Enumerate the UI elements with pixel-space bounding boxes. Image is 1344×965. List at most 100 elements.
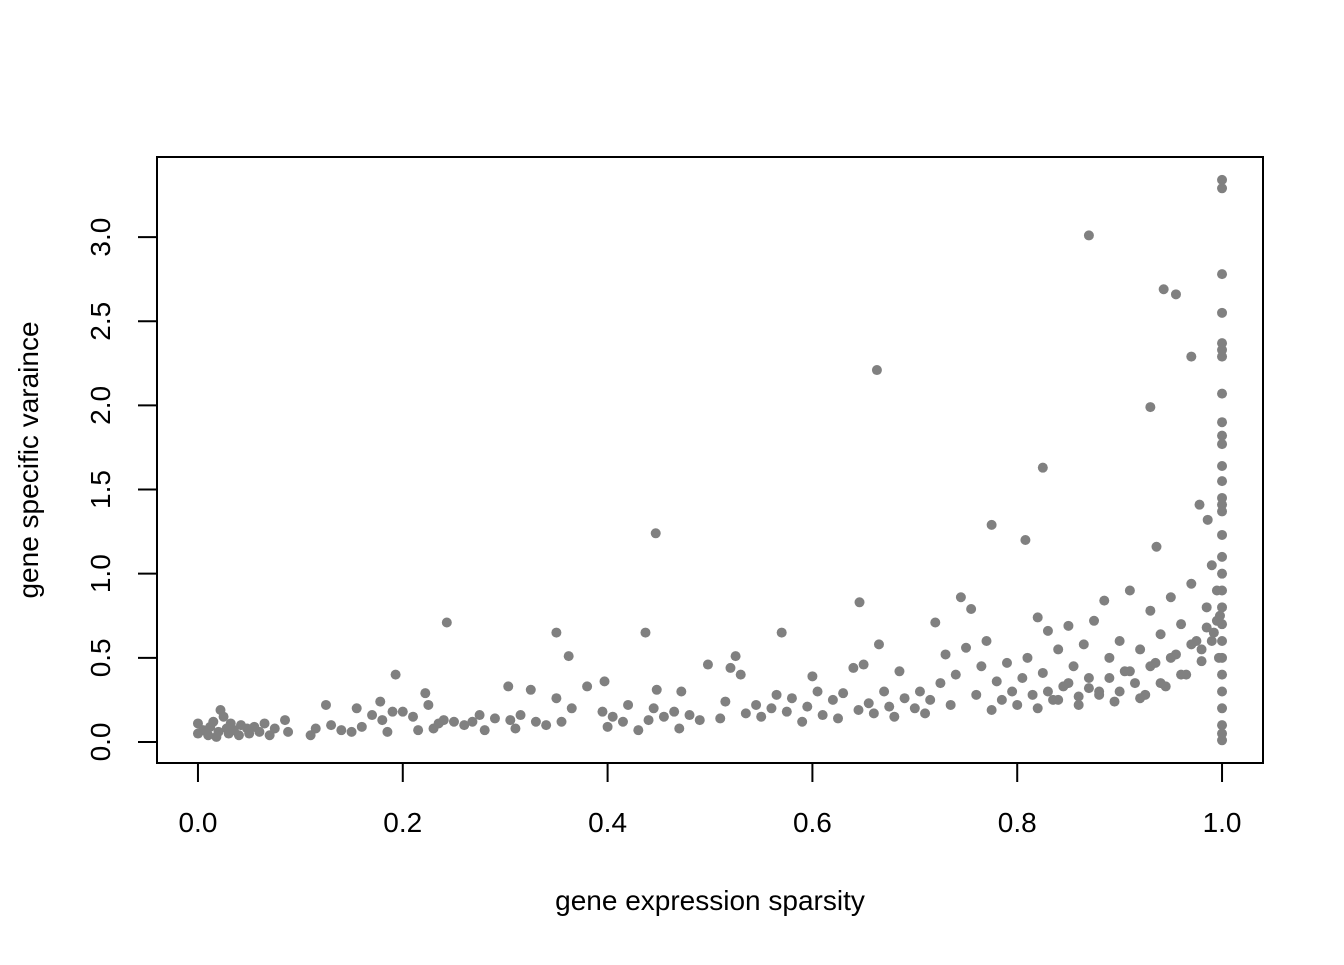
y-tick-label: 1.0 [85,554,116,593]
point [1037,667,1048,678]
point [336,725,347,736]
point [1063,620,1074,631]
point [617,716,628,727]
point [854,597,865,608]
point [377,715,388,726]
point [556,716,567,727]
point [213,726,224,737]
point [833,713,844,724]
point [397,706,408,717]
point [940,649,951,660]
point [909,703,920,714]
point [1217,174,1228,185]
point [1217,307,1228,318]
point [976,661,987,672]
point [448,716,459,727]
point [669,706,680,717]
point [254,726,265,737]
point [674,723,685,734]
point [479,725,490,736]
point [233,730,244,741]
point [1104,652,1115,663]
point [1099,595,1110,606]
point [1217,183,1228,194]
point [1217,619,1228,630]
point [1217,635,1228,646]
point [1083,230,1094,241]
y-tick-label: 2.0 [85,386,116,425]
point [607,711,618,722]
point [756,711,767,722]
point [1083,673,1094,684]
point [623,699,634,710]
point [981,635,992,646]
point [420,688,431,699]
point [1217,720,1228,731]
point [694,715,705,726]
point [1104,673,1115,684]
point [1202,514,1213,525]
point [1020,535,1031,546]
point [1217,551,1228,562]
point [218,711,229,722]
point [1170,289,1181,300]
point [1155,629,1166,640]
point [1114,686,1125,697]
point [1145,605,1156,616]
point [602,721,613,732]
point [525,684,536,695]
point [1032,703,1043,714]
point [715,713,726,724]
point [894,666,905,677]
point [725,662,736,673]
point [1027,689,1038,700]
point [1007,686,1018,697]
x-tick-label: 0.4 [588,807,627,838]
point [1196,644,1207,655]
point [1135,644,1146,655]
point [996,694,1007,705]
point [676,686,687,697]
point [283,726,294,737]
point [950,669,961,680]
point [1217,388,1228,399]
point [551,693,562,704]
point [1217,476,1228,487]
point [599,676,610,687]
point [650,528,661,539]
point [208,716,219,727]
point [310,723,321,734]
point [1109,696,1120,707]
point [873,639,884,650]
point [582,681,593,692]
point [1001,657,1012,668]
point [684,710,695,721]
point [1186,578,1197,589]
point [1176,669,1187,680]
point [884,701,895,712]
point [326,720,337,731]
x-tick-label: 0.2 [383,807,422,838]
point [1217,686,1228,697]
point [438,715,449,726]
point [1145,402,1156,413]
point [889,711,900,722]
point [356,721,367,732]
point [382,726,393,737]
point [1201,622,1212,633]
point [945,699,956,710]
point [1196,656,1207,667]
point [1208,627,1219,638]
point [1032,612,1043,623]
point [467,716,478,727]
point [1217,417,1228,428]
point [1201,602,1212,613]
point [914,686,925,697]
point [1068,661,1079,672]
point [720,696,731,707]
point [1217,585,1228,596]
point [1083,683,1094,694]
point [827,694,838,705]
point [751,699,762,710]
